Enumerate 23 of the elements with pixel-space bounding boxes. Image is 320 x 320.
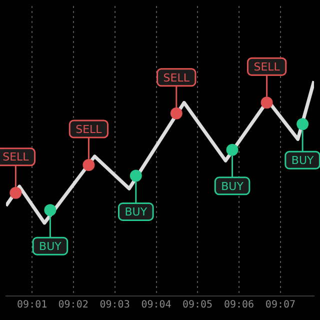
annotation: BUY: [221, 180, 244, 193]
point: [130, 170, 142, 182]
point: [260, 96, 273, 109]
x-tick-label: 09:06: [224, 300, 254, 311]
annotation: BUY: [39, 240, 62, 253]
x-tick-label: 09:05: [182, 300, 213, 311]
point: [296, 118, 309, 130]
point: [170, 107, 182, 120]
x-tick-label: 09:01: [17, 300, 48, 311]
point: [82, 158, 95, 171]
point: [44, 204, 56, 216]
annotation: BUY: [291, 154, 314, 168]
x-tick-label: 09:02: [58, 300, 88, 311]
x-tick-label: 09:07: [265, 300, 296, 311]
point: [10, 186, 22, 199]
annotation: SELL: [163, 71, 190, 84]
x-tick-label: 09:03: [100, 300, 130, 311]
annotation: SELL: [2, 150, 30, 164]
annotation: SELL: [254, 60, 281, 74]
point: [226, 144, 238, 156]
annotation: SELL: [76, 122, 103, 136]
annotation: BUY: [124, 206, 148, 219]
x-tick-label: 09:04: [141, 300, 172, 311]
